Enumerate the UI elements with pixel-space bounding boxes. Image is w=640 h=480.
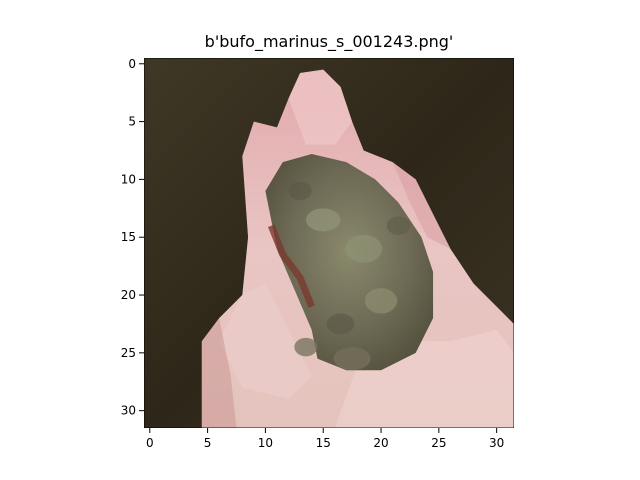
y-tick-label: 25 xyxy=(121,346,136,360)
y-tick-label: 30 xyxy=(121,404,136,418)
x-tick-label: 5 xyxy=(204,436,212,450)
y-tick-label: 20 xyxy=(121,288,136,302)
toad xyxy=(265,153,434,371)
y-tick-label: 10 xyxy=(121,172,136,186)
x-tick-label: 30 xyxy=(489,436,504,450)
x-tick-label: 25 xyxy=(431,436,446,450)
image-axes xyxy=(144,58,514,428)
x-tick-label: 15 xyxy=(316,436,331,450)
x-tick-label: 0 xyxy=(146,436,154,450)
figure-title: b'bufo_marinus_s_001243.png' xyxy=(204,32,454,51)
y-tick-label: 5 xyxy=(128,115,136,129)
y-tick-label: 15 xyxy=(121,230,136,244)
x-tick-label: 20 xyxy=(373,436,388,450)
y-tick-label: 0 xyxy=(128,57,136,71)
x-tick-label: 10 xyxy=(258,436,273,450)
